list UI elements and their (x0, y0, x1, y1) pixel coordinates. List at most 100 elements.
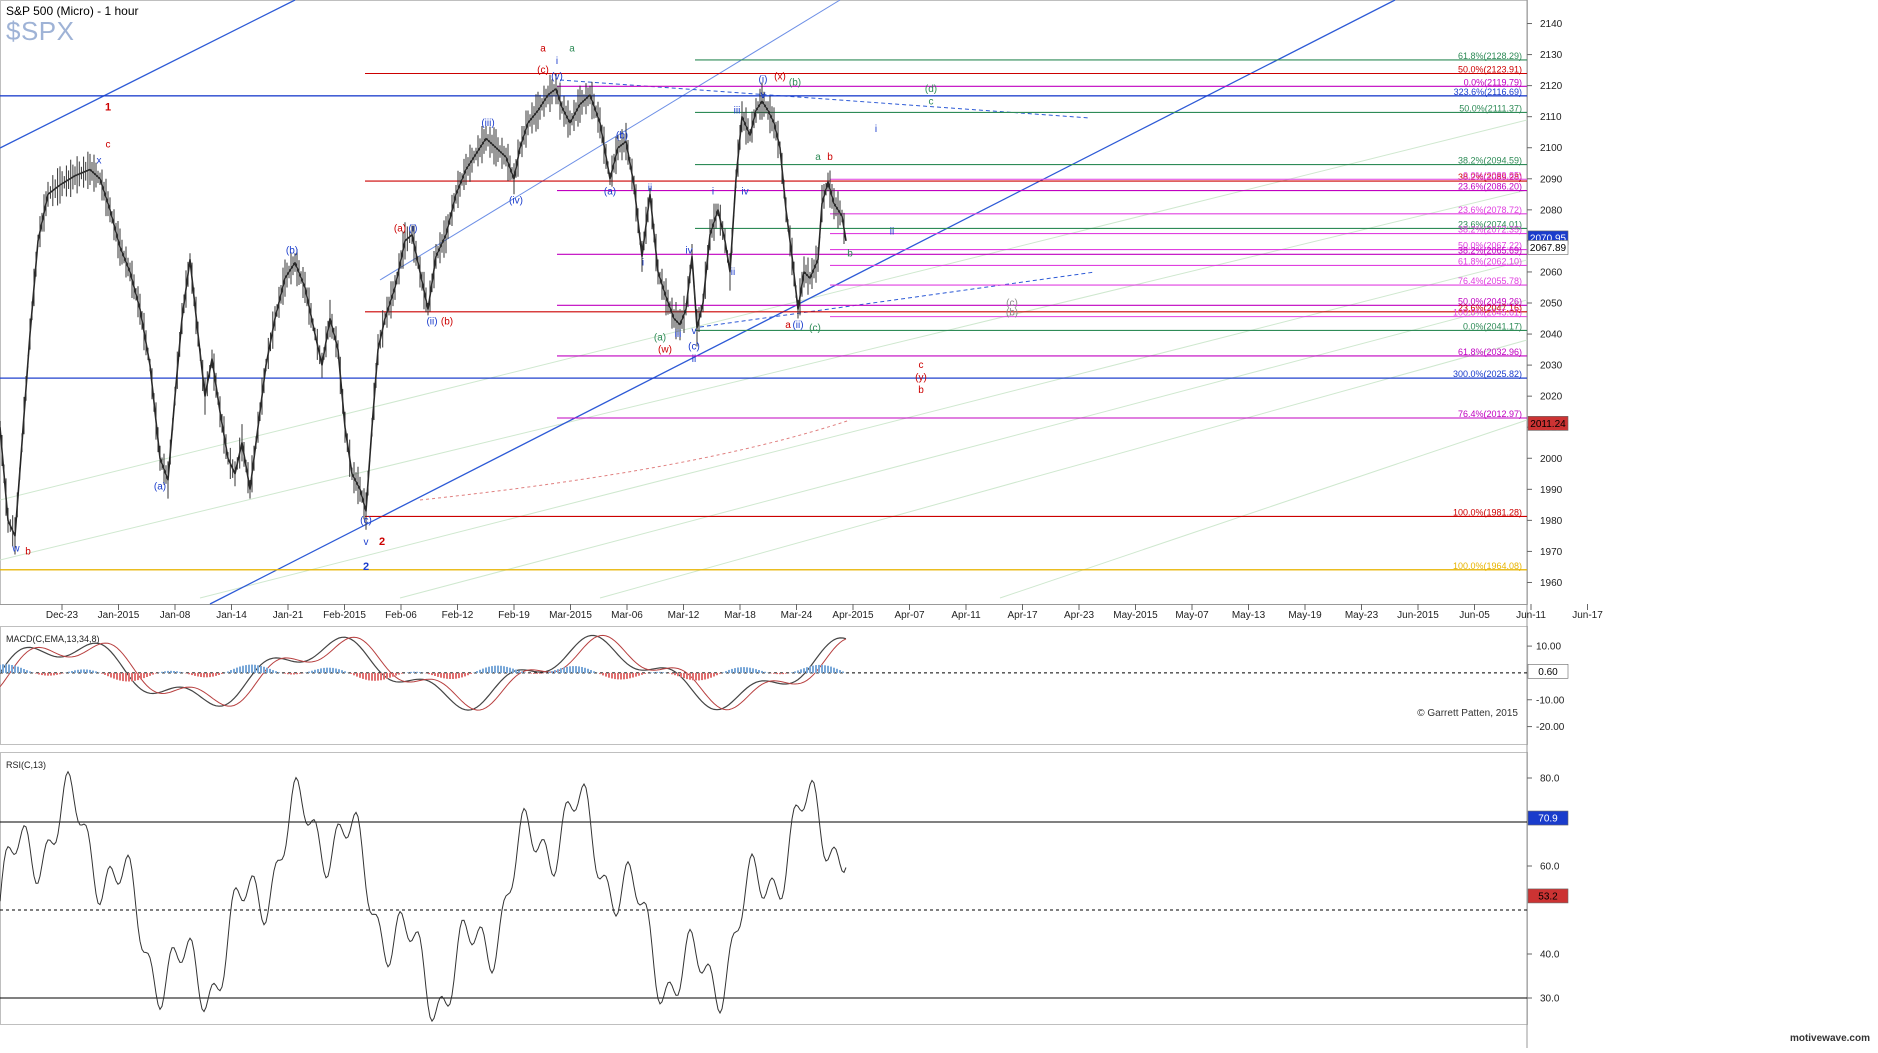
y-tick-label: 2100 (1540, 143, 1563, 154)
wave-label: (b) (789, 78, 801, 89)
wave-label: b (827, 152, 833, 163)
brand-logo: motivewave.com (1789, 1033, 1870, 1044)
y-tick-label: 1980 (1540, 516, 1563, 527)
rsi-y-tick-label: 40.0 (1540, 950, 1560, 961)
wedge-line-upper (559, 79, 1091, 119)
fib-label: 50.0%(2067.22) (1458, 241, 1522, 251)
wave-label: a (540, 43, 546, 54)
fib-label: 38.2%(2065.69) (1458, 245, 1522, 255)
wave-label: (b) (1006, 307, 1018, 318)
macd-value-tag: 0.60 (1538, 667, 1558, 678)
wave-label: (b) (286, 245, 298, 256)
wave-label: x (97, 155, 102, 166)
fib-label: 23.6%(2078.72) (1458, 205, 1522, 215)
wave-label: b (847, 248, 853, 259)
moving-average-dashed (419, 419, 851, 501)
wave-label: w (11, 543, 20, 554)
x-tick-label: Mar-2015 (549, 610, 592, 621)
x-tick-label: May-19 (1288, 610, 1322, 621)
wave-label: (iv) (509, 196, 523, 207)
fib-label: 50.0%(2049.26) (1458, 296, 1522, 306)
rsi-value-tag: 53.2 (1538, 891, 1558, 902)
wave-label: (x) (774, 71, 786, 82)
fib-label: 61.8%(2032.96) (1458, 347, 1522, 357)
rsi-y-tick-label: 60.0 (1540, 862, 1560, 873)
wave-label: c (106, 140, 111, 151)
wave-label: (ii) (426, 317, 437, 328)
wave-label: 2 (363, 561, 369, 573)
y-tick-label: 2090 (1540, 174, 1563, 185)
y-tick-label: 1970 (1540, 547, 1563, 558)
fib-label: 76.4%(2055.78) (1458, 276, 1522, 286)
x-tick-label: Jun-2015 (1397, 610, 1439, 621)
price-tag: 2067.89 (1530, 243, 1567, 254)
wave-label: (v) (551, 71, 563, 82)
x-tick-label: Apr-07 (894, 610, 924, 621)
wedge-line-lower (699, 271, 1096, 328)
wave-label: (iii) (481, 118, 494, 129)
wave-label: (w) (658, 345, 672, 356)
y-tick-label: 2130 (1540, 50, 1563, 61)
x-tick-label: Apr-2015 (832, 610, 874, 621)
wave-label: v (364, 537, 369, 548)
x-tick-label: Jan-14 (216, 610, 247, 621)
rsi-value-tag-bg (1527, 810, 1569, 826)
wave-label: b (25, 547, 31, 558)
macd-y-tick-label: 10.00 (1536, 642, 1561, 653)
y-tick-label: 1990 (1540, 485, 1563, 496)
y-tick-label: 2040 (1540, 330, 1563, 341)
x-tick-label: May-2015 (1113, 610, 1158, 621)
x-tick-label: Jun-17 (1572, 610, 1603, 621)
y-tick-label: 2030 (1540, 361, 1563, 372)
macd-y-tick-label: -10.00 (1536, 695, 1565, 706)
wave-label: c (929, 96, 934, 107)
wave-label: 1 (105, 101, 111, 113)
wave-label: i (642, 258, 644, 269)
fib-label: 0.0%(2089.85) (1463, 170, 1522, 180)
y-tick-label: 2080 (1540, 205, 1563, 216)
fib-label: 23.6%(2047.16) (1458, 303, 1522, 313)
wave-label: (c) (688, 342, 700, 353)
x-tick-label: Jan-21 (273, 610, 304, 621)
wave-label: (c) (360, 515, 372, 526)
fib-label: 100.0%(2045.61) (1453, 308, 1522, 318)
wave-label: 2 (379, 536, 385, 548)
fan-line (0, 189, 1528, 561)
wave-label: (ii) (792, 320, 803, 331)
x-tick-label: Jun-05 (1459, 610, 1490, 621)
x-tick-label: Mar-24 (781, 610, 813, 621)
wave-label: (a) (154, 481, 166, 492)
y-tick-label: 2050 (1540, 299, 1563, 310)
fan-line (999, 419, 1528, 599)
trendline-upper (0, 0, 296, 149)
x-tick-label: Jun-11 (1516, 610, 1546, 621)
fan-line (0, 119, 1528, 501)
rsi-y-tick-label: 30.0 (1540, 994, 1560, 1005)
macd-y-tick-label: -20.00 (1536, 722, 1565, 733)
macd-value-tag-bg (1527, 664, 1569, 679)
wave-label: iii (675, 329, 682, 340)
fib-label: 23.6%(2086.20) (1458, 182, 1522, 192)
y-tick-label: 2120 (1540, 81, 1563, 92)
x-tick-label: Apr-11 (951, 610, 981, 621)
fib-label: 300.0%(2025.82) (1453, 369, 1522, 379)
trendline-lower (209, 0, 1396, 605)
fan-line (599, 339, 1528, 599)
price-tag: 2070.95 (1530, 233, 1567, 244)
x-tick-label: Dec-23 (46, 610, 79, 621)
wave-label: (a) (604, 186, 616, 197)
wave-label: ii (648, 183, 652, 194)
wave-label: (c) (1006, 298, 1018, 309)
wave-label: i (875, 124, 877, 135)
x-tick-label: May-13 (1232, 610, 1266, 621)
x-tick-label: Mar-18 (724, 610, 756, 621)
x-tick-label: May-23 (1345, 610, 1379, 621)
wave-label: (y) (915, 373, 927, 384)
wave-label: b (918, 385, 924, 396)
trendline-mid (379, 0, 841, 281)
wave-label: (b) (441, 317, 453, 328)
copyright-credit: © Garrett Patten, 2015 (1417, 708, 1518, 719)
fib-label: 38.2%(2072.35) (1458, 225, 1522, 235)
